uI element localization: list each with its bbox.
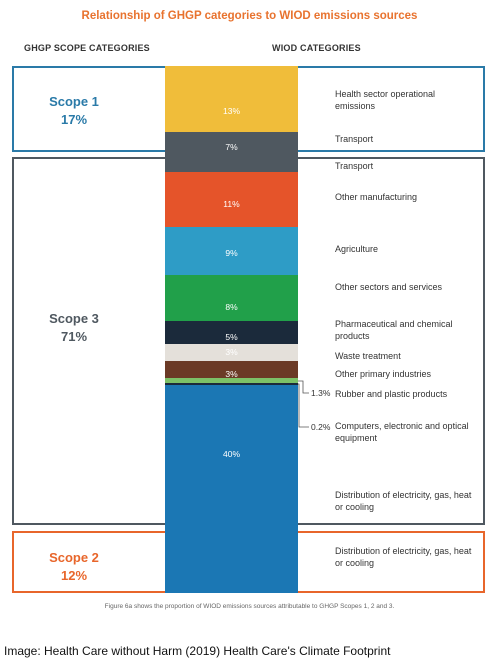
category-label-12: Distribution of electricity, gas, heat o…	[335, 546, 472, 568]
category-label-11: Distribution of electricity, gas, heat o…	[335, 490, 472, 512]
leader-rubber	[298, 380, 309, 394]
scope-2-label: Scope 2 12%	[14, 549, 134, 585]
small-percent-label-9: 1.3%	[311, 388, 331, 398]
bar-segment-5	[165, 275, 298, 321]
category-label-2: Transport	[335, 161, 374, 171]
segment-label-5: 8%	[225, 302, 238, 312]
bar-segment-7	[165, 344, 298, 361]
segment-label-6: 5%	[225, 332, 238, 342]
scope-1-label: Scope 1 17%	[14, 93, 134, 129]
bar-segment-9	[165, 378, 298, 383]
chart-title: Relationship of GHGP categories to WIOD …	[81, 10, 418, 22]
bar-segment-6	[165, 321, 298, 344]
bar-segment-1	[165, 132, 298, 152]
bar-segment-2	[165, 152, 298, 172]
category-label-4: Agriculture	[335, 244, 379, 254]
bar-segment-8	[165, 361, 298, 378]
category-label-10: Computers, electronic and optical equipm…	[335, 421, 469, 443]
segment-label-1: 7%	[225, 142, 238, 152]
bar-segment-12	[165, 531, 298, 593]
bar-segment-11	[165, 385, 298, 531]
segment-label-3: 11%	[223, 199, 240, 209]
scope-1-percent: 17%	[60, 112, 88, 127]
scope-2-percent: 12%	[60, 568, 88, 583]
segment-label-4: 9%	[225, 248, 238, 258]
scope-3-name: Scope 3	[49, 311, 99, 326]
segment-label-11: 40%	[222, 449, 240, 459]
category-label-7: Waste treatment	[335, 351, 401, 361]
figure-caption: Figure 6a shows the proportion of WIOD e…	[104, 603, 395, 610]
scope-3-label: Scope 3 71%	[14, 310, 134, 346]
category-label-6: Pharmaceutical and chemical products	[335, 319, 453, 341]
category-label-0: Health sector operational emissions	[335, 89, 436, 111]
image-credit: Image: Health Care without Harm (2019) H…	[4, 644, 391, 658]
category-label-3: Other manufacturing	[335, 192, 418, 202]
bar-segment-4	[165, 227, 298, 275]
segment-label-0: 13%	[222, 106, 240, 116]
bar-segment-10	[165, 383, 298, 385]
small-percent-label-10: 0.2%	[311, 422, 331, 432]
scope-1-name: Scope 1	[49, 94, 99, 109]
category-label-9: Rubber and plastic products	[335, 389, 448, 399]
scope-3-percent: 71%	[60, 329, 88, 344]
category-label-5: Other sectors and services	[335, 282, 443, 292]
scope-2-name: Scope 2	[49, 550, 99, 565]
ghgp-column-header: GHGP SCOPE CATEGORIES	[24, 43, 150, 53]
segment-label-7: 3%	[225, 347, 238, 357]
category-label-8: Other primary industries	[335, 369, 432, 379]
bar-segment-0	[165, 66, 298, 132]
category-label-1: Transport	[335, 134, 374, 144]
stacked-bar: 13% 7% 11% 9% 8% 5% 3% 3% 40%	[165, 66, 298, 593]
leader-computers	[298, 383, 309, 428]
wiod-column-header: WIOD CATEGORIES	[272, 43, 361, 53]
bar-segment-3	[165, 172, 298, 227]
segment-label-8: 3%	[225, 369, 238, 379]
